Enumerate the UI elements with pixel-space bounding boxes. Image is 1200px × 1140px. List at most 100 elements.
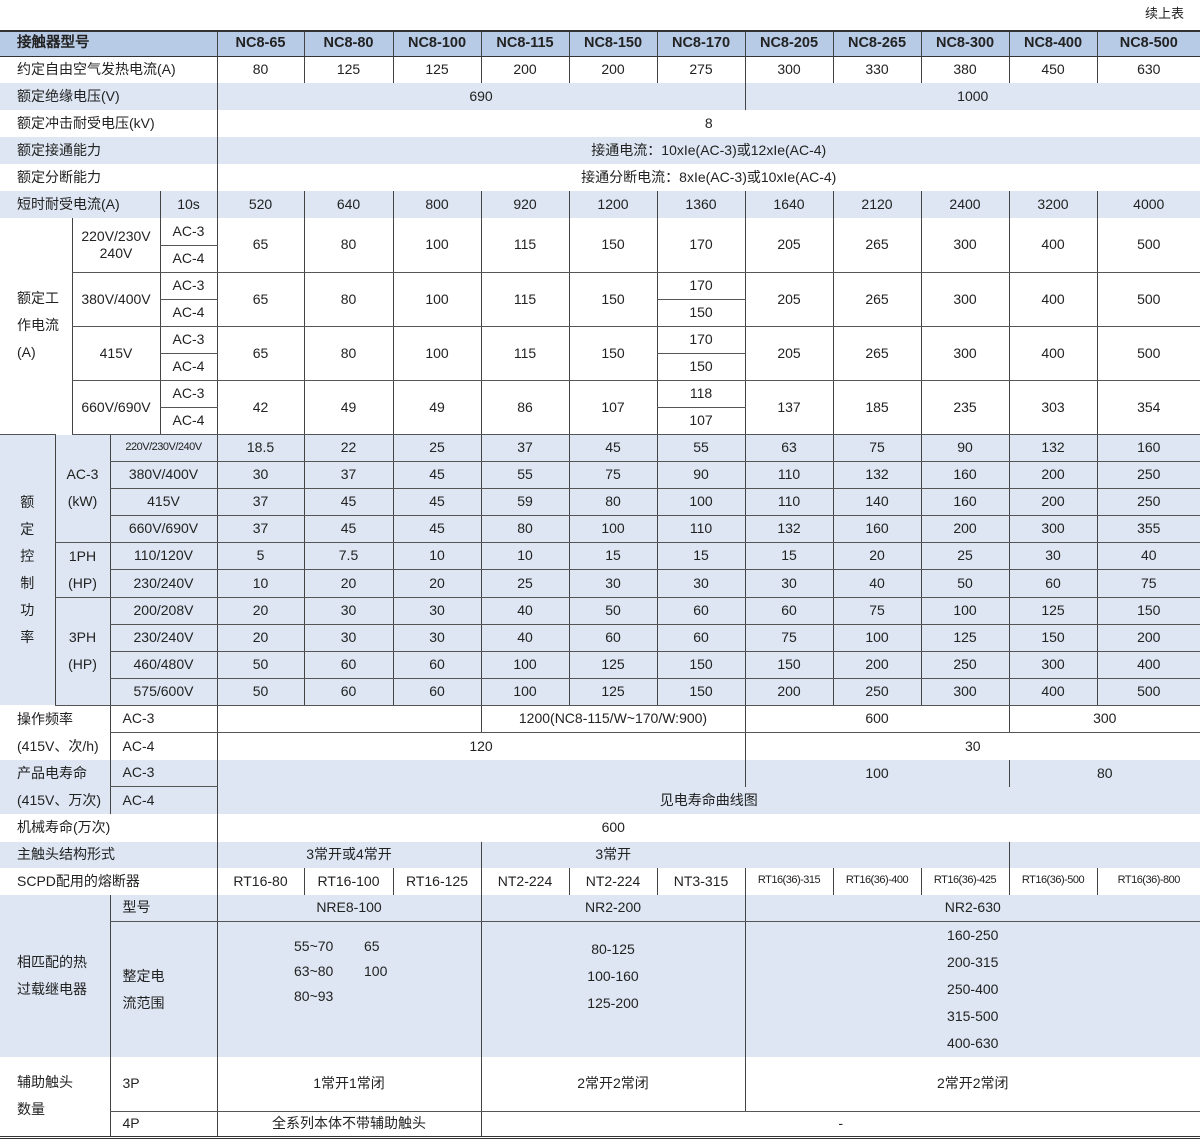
table-cell: NRE8-100 [216,894,481,922]
voltage-label: 230/240V [109,569,217,598]
text-char: 控 [20,547,35,564]
text-line: 380V/400V [81,290,151,307]
sub-label: 4P [109,1111,217,1137]
table-cell: 110 [656,515,745,543]
control-power-row: 660V/690V 37 45 45 80 100 110 132 160 200 300 355 [0,515,1200,543]
operating-current-row: 380V/400V AC-3 65 80 100 115 150 170 205 265 300 40… [0,272,1200,327]
table-cell: 75 [832,434,921,462]
table-cell: 50 [920,569,1009,598]
table-cell: 60 [656,597,745,625]
table-cell: 150 [568,272,657,327]
table-cell: 见电寿命曲线图 [216,786,1200,814]
table-cell: 60 [656,624,745,652]
control-power-row: 额定控制功率 AC-3 (kW) 220V/230V/240V 18.5 22 25 37 45… [0,433,1200,705]
table-cell: 160 [1096,434,1200,462]
table-cell: 185 [832,380,921,435]
text-line: (kW) [67,493,98,509]
table-cell: 55 [656,434,745,462]
table-cell: 75 [1096,569,1200,598]
text-line: (HP) [68,656,97,672]
table-cell: 63 [744,434,833,462]
table-cell: 40 [1096,542,1200,570]
control-power-row: 1PH (HP) 110/120V 5 7.5 10 10 15 15 15 20 25 30 40 [0,542,1200,598]
table-cell: 100 [832,624,921,652]
table-cell: 160 [920,461,1009,489]
table-cell: 500 [1096,272,1200,327]
table-cell: 接通电流：10xIe(AC-3)或12xIe(AC-4) [216,137,1200,164]
table-cell: 80 [216,56,304,83]
table-cell: 118 [656,380,745,408]
electrical-life-label: 产品电寿命 (415V、万次) [0,759,110,814]
table-cell: 30 [744,569,833,598]
table-cell: 500 [1096,218,1200,273]
table-cell: NT2-224 [480,867,569,895]
table-cell: 265 [832,326,921,381]
power-group-label: AC-3 (kW) [54,434,110,543]
setting-value: 80~93 [294,987,334,1004]
table-cell: 100 [392,272,481,327]
table-cell: 1360 [656,191,745,218]
table-cell: 250 [1096,461,1200,489]
sub-label: 整定电 流范围 [109,921,217,1057]
table-cell [216,759,745,787]
operating-current-label: 额定工 作电流 (A) [0,218,72,434]
table-cell: 125 [392,56,481,83]
table-cell: 170 [656,326,745,354]
table-cell: 150 [744,651,833,679]
table-cell: 75 [744,624,833,652]
table-cell: 1常开1常闭 [216,1057,481,1112]
row-label: 约定自由空气发热电流(A) [17,61,176,78]
sub-label: 3P [109,1057,217,1112]
table-cell: 300 [1008,651,1097,679]
table-cell: 45 [392,515,481,543]
table-cell: 2400 [920,191,1009,218]
text-line: 整定电 [122,967,165,984]
text-line: 过载继电器 [17,980,87,997]
row-label: 机械寿命(万次) [17,819,111,836]
table-cell: 500 [1096,678,1200,706]
table-cell: 75 [832,597,921,625]
table-cell: 600 [216,813,1009,842]
table-cell: 200 [1008,488,1097,516]
row-label: 额定接通能力 [0,137,217,164]
table-cell: 37 [480,434,569,462]
duration-label: 10s [159,191,217,218]
table-cell: 200 [568,56,657,83]
table-cell: 150 [656,299,745,327]
electrical-life-row: AC-4 见电寿命曲线图 [0,786,1200,814]
table-cell: 45 [303,488,393,516]
table-cell: NR2-200 [480,894,745,922]
table-cell: 125 [303,56,393,83]
operating-current-row: AC-4 [0,245,1200,273]
table-cell: 5 [216,542,304,570]
table-cell: 45 [568,434,657,462]
table-cell: 50 [216,678,304,706]
category-label: AC-3 [159,326,217,354]
main-contact-row: 主触头结构形式 3常开或4常开 3常开 [0,841,1200,868]
table-cell: 65 [216,272,304,327]
table-cell: 205 [744,218,833,273]
setting-value: 63~80 [294,962,334,979]
table-cell: 1640 [744,191,833,218]
table-cell: 20 [832,542,921,570]
table-cell: 150 [568,218,657,273]
model-header: NC8-65 [216,31,304,57]
table-cell: 300 [920,326,1009,381]
table-cell: 300 [1008,515,1097,543]
making-capacity-row: 额定接通能力 接通电流：10xIe(AC-3)或12xIe(AC-4) [0,137,1200,164]
table-cell: 132 [1008,434,1097,462]
table-cell: 60 [568,624,657,652]
table-cell: 150 [656,651,745,679]
table-cell: 80 [303,218,393,273]
table-cell: 60 [1008,569,1097,598]
text-line: 相匹配的热 [17,953,87,970]
table-cell: 2120 [832,191,921,218]
table-cell [1009,814,1200,842]
table-cell: 1200(NC8-115/W~170/W:900) [480,705,745,733]
table-cell: 205 [744,272,833,327]
setting-range-nr2-200: 80-125 100-160 125-200 [480,921,745,1057]
table-cell: 150 [1096,597,1200,625]
table-cell: 10 [392,542,481,570]
aux-4p-row: 4P 全系列本体不带辅助触头 - [0,1111,1200,1137]
table-cell: RT16-100 [303,867,393,895]
